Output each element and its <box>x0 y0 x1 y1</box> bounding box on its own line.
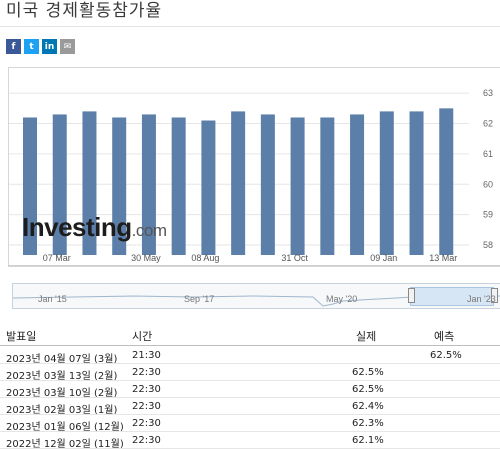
bar <box>409 111 424 256</box>
x-tick-label: 31 Oct <box>281 253 308 263</box>
email-icon[interactable]: ✉ <box>60 39 75 54</box>
cell-actual: 62.1% <box>352 435 384 446</box>
chart-area[interactable]: 58 59 60 61 62 63 <box>8 67 500 267</box>
y-tick-label: 63 <box>483 88 493 98</box>
cell-time: 22:30 <box>132 384 161 395</box>
cell-time: 22:30 <box>132 367 161 378</box>
bar <box>112 117 127 255</box>
cell-date: 2023년 03월 10일 (2월) <box>6 388 118 399</box>
x-tick-label: 13 Mar <box>429 253 457 263</box>
bar-chart: 58 59 60 61 62 63 <box>9 88 493 256</box>
bar <box>290 117 305 255</box>
x-tick-label: 30 May <box>131 253 161 263</box>
header-actual[interactable]: 실제 <box>356 330 377 343</box>
cell-date: 2023년 02월 03일 (1월) <box>6 405 118 416</box>
bar <box>201 120 216 255</box>
x-tick-label: 09 Jan <box>370 253 397 263</box>
row-divider <box>0 397 500 398</box>
page-title: 미국 경제활동참가율 <box>6 1 163 21</box>
table-row[interactable]: 2022년 12월 02일 (11월) 22:30 62.1% <box>0 432 500 450</box>
navigator-right-handle[interactable] <box>491 288 498 303</box>
x-axis-line <box>8 265 500 266</box>
watermark-brand: Investing <box>22 212 132 242</box>
cell-forecast: 62.5% <box>430 350 462 361</box>
bar <box>260 114 275 255</box>
bar <box>320 117 335 255</box>
cell-time: 21:30 <box>132 350 161 361</box>
navigator-label: Sep '17 <box>184 294 215 304</box>
cell-actual: 62.5% <box>352 367 384 378</box>
table-row[interactable]: 2023년 01월 06일 (12월) 22:30 62.3% <box>0 415 500 433</box>
cell-date: 2023년 03월 13일 (2월) <box>6 371 118 382</box>
bar <box>171 117 186 255</box>
table-row[interactable]: 2023년 02월 03일 (1월) 22:30 62.4% <box>0 398 500 416</box>
watermark-suffix: .com <box>131 221 167 240</box>
row-divider <box>0 363 500 364</box>
navigator-label: Jan '15 <box>38 294 67 304</box>
x-tick-label: 07 Mar <box>43 253 71 263</box>
cell-actual: 62.4% <box>352 401 384 412</box>
cell-time: 22:30 <box>132 418 161 429</box>
table-header: 발표일 시간 실제 예측 <box>0 328 500 344</box>
header-forecast[interactable]: 예측 <box>434 330 455 343</box>
navigator-left-handle[interactable] <box>408 288 415 303</box>
bar <box>379 111 394 256</box>
twitter-icon[interactable]: t <box>24 39 39 54</box>
facebook-icon[interactable]: f <box>6 39 21 54</box>
row-divider <box>0 448 500 449</box>
navigator-line <box>13 295 500 307</box>
navigator-label: May '20 <box>326 294 358 304</box>
bar <box>350 114 365 255</box>
table-row[interactable]: 2023년 03월 13일 (2월) 22:30 62.5% <box>0 364 500 382</box>
row-divider <box>0 414 500 415</box>
x-axis-labels: 07 Mar 30 May 08 Aug 31 Oct 09 Jan 13 Mar <box>43 253 458 263</box>
cell-actual: 62.3% <box>352 418 384 429</box>
investing-watermark: Investing.com <box>22 212 167 243</box>
bar <box>23 117 37 255</box>
cell-actual: 62.5% <box>352 384 384 395</box>
row-divider <box>0 380 500 381</box>
header-date[interactable]: 발표일 <box>6 330 37 343</box>
cell-time: 22:30 <box>132 435 161 446</box>
cell-time: 22:30 <box>132 401 161 412</box>
x-tick-label: 08 Aug <box>191 253 219 263</box>
bar <box>141 114 156 255</box>
bar <box>82 111 97 256</box>
navigator-label: Jan '23 <box>467 294 496 304</box>
bar <box>231 111 246 256</box>
y-tick-label: 58 <box>483 240 493 250</box>
bar <box>439 108 454 255</box>
cell-date: 2023년 04월 07일 (3월) <box>6 354 118 365</box>
share-bar: f t in ✉ <box>6 39 75 54</box>
linkedin-icon[interactable]: in <box>42 39 57 54</box>
header-time[interactable]: 시간 <box>132 330 153 343</box>
table-row[interactable]: 2023년 04월 07일 (3월) 21:30 62.5% <box>0 347 500 365</box>
y-tick-label: 60 <box>483 179 493 189</box>
header-divider <box>0 345 500 346</box>
y-tick-label: 61 <box>483 149 493 159</box>
row-divider <box>0 431 500 432</box>
y-tick-label: 62 <box>483 119 493 129</box>
table-row[interactable]: 2023년 03월 10일 (2월) 22:30 62.5% <box>0 381 500 399</box>
cell-date: 2023년 01월 06일 (12월) <box>6 422 124 433</box>
y-tick-label: 59 <box>483 210 493 220</box>
bar <box>52 114 67 255</box>
title-divider <box>0 26 500 27</box>
